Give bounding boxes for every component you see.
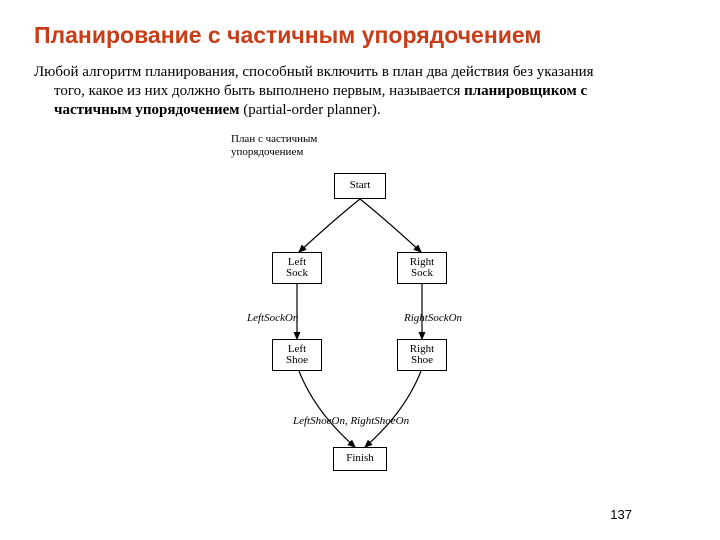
- node-left-sock: LeftSock: [272, 252, 322, 284]
- intro-paragraph: Любой алгоритм планирования, способный в…: [34, 63, 686, 119]
- page-title: Планирование с частичным упорядочением: [34, 22, 686, 49]
- para-line2-bold: планировщиком с: [464, 83, 587, 99]
- node-left-shoe: LeftShoe: [272, 339, 322, 371]
- label-left-sock-on: LeftSockOn: [247, 312, 298, 324]
- para-line3-end: (partial-order planner).: [240, 102, 381, 118]
- label-right-sock-on: RightSockOn: [404, 312, 462, 324]
- para-line3-bold: частичным упорядочением: [54, 102, 240, 118]
- para-line2-start: того, какое из них должно быть выполнено…: [54, 83, 464, 99]
- label-shoes-on: LeftShoeOn, RightShoeOn: [293, 415, 409, 427]
- node-start: Start: [334, 173, 386, 199]
- para-line1: Любой алгоритм планирования, способный в…: [34, 64, 594, 80]
- node-right-shoe: RightShoe: [397, 339, 447, 371]
- partial-order-diagram: План с частичнымупорядочением Start Left…: [195, 127, 525, 507]
- diagram-caption: План с частичнымупорядочением: [231, 133, 317, 158]
- node-finish: Finish: [333, 447, 387, 471]
- page-number: 137: [610, 507, 632, 522]
- node-right-sock: RightSock: [397, 252, 447, 284]
